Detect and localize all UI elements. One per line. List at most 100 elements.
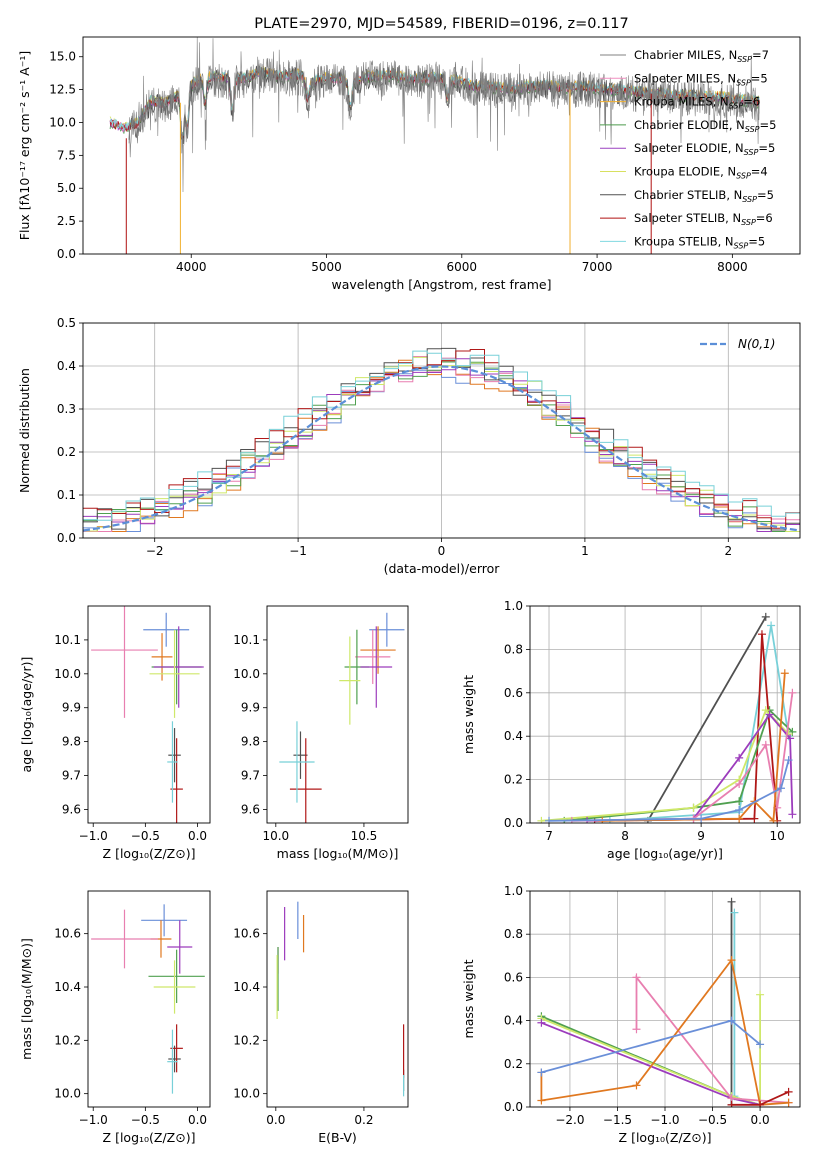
mass-weight-marker — [767, 621, 776, 630]
legend-suffix: =4 — [751, 165, 768, 179]
x-axis-label: (data-model)/error — [384, 561, 501, 576]
mass-weight-marker — [735, 753, 744, 762]
y-tick-label: 0.6 — [504, 970, 523, 984]
mass-weight-marker — [537, 1096, 546, 1105]
x-tick-label: −0.5 — [131, 829, 160, 843]
legend-label: Chabrier MILES, NSSP=7 — [634, 48, 769, 64]
mass-weight-marker — [727, 1016, 736, 1025]
legend-label: Chabrier STELIB, NSSP=5 — [634, 188, 774, 204]
mass-weight-marker — [784, 756, 793, 765]
mass-weight-marker — [735, 779, 744, 788]
y-tick-label: 9.8 — [62, 735, 81, 749]
plot-area — [83, 323, 800, 538]
y-tick-label: 10.0 — [233, 1087, 260, 1101]
legend-sub: SSP — [737, 55, 752, 64]
plot-area — [276, 901, 405, 1097]
legend-sub: SSP — [745, 125, 760, 134]
axes-frame — [82, 322, 801, 539]
histogram-model_red — [83, 349, 800, 529]
y-tick-label: 9.9 — [241, 701, 260, 715]
legend-label: N(0,1) — [738, 337, 775, 351]
x-tick-label: 0.2 — [354, 1113, 373, 1127]
y-tick-label: 10.2 — [233, 1033, 260, 1047]
y-tick-label: 9.7 — [62, 769, 81, 783]
y-tick-label: 10.4 — [54, 980, 81, 994]
chart-panel-2: −2 −1 0 1 2 0.0 0.1 0.2 0.3 0.4 0.5 (data-model)/er… — [17, 316, 801, 576]
gaussian-curve — [83, 365, 800, 532]
mass-weight-marker — [769, 816, 778, 823]
plot-area — [279, 612, 405, 823]
legend-suffix: =5 — [760, 118, 777, 132]
chart-panel-8: −2.0 −1.5 −1.0 −0.5 0.0 0.0 0.2 0.4 0.6 0.8 1.0 Z [… — [461, 884, 801, 1145]
legend-sub: SSP — [741, 218, 756, 227]
y-tick-label: 0.4 — [504, 729, 523, 743]
chart-panel-4: 10.0 10.5 9.6 9.7 9.8 9.9 10.0 10.1 mass [log₁₀(… — [233, 605, 409, 861]
mass-weight-line — [548, 759, 790, 822]
x-axis-label: E(B-V) — [318, 1130, 357, 1145]
y-tick-label: 9.8 — [241, 735, 260, 749]
x-tick-label: −1.0 — [79, 1113, 108, 1127]
legend-name: Salpeter MILES, N — [634, 71, 736, 85]
y-tick-label: 0.6 — [504, 686, 523, 700]
x-tick-label: 0.0 — [188, 829, 207, 843]
y-tick-label: 9.6 — [241, 802, 260, 816]
mass-weight-marker — [757, 630, 766, 639]
x-tick-label: 1 — [581, 544, 589, 558]
mass-weight-marker — [689, 803, 698, 812]
x-axis-label: Z [log₁₀(Z/Z⊙)] — [103, 846, 196, 861]
y-axis-label: age [log₁₀(age/yr)] — [19, 657, 34, 773]
y-tick-label: 12.5 — [49, 83, 76, 97]
x-tick-label: 0.0 — [751, 1113, 770, 1127]
axes-frame — [82, 36, 801, 255]
x-tick-label: 8000 — [717, 260, 748, 274]
mass-weight-marker — [750, 814, 759, 823]
mass-weight-line — [540, 957, 789, 1106]
chart-panel-1: 4000 5000 6000 7000 8000 0.0 2.5 5.0 7.5 10.0 12.5… — [17, 16, 801, 292]
y-tick-label: 0.2 — [504, 773, 523, 787]
mass-weight-marker — [784, 1098, 793, 1107]
legend-sub: SSP — [734, 241, 749, 250]
x-tick-label: 8 — [621, 829, 629, 843]
legend-label: Salpeter MILES, NSSP=5 — [634, 71, 768, 87]
y-tick-label: 0.0 — [504, 1100, 523, 1114]
x-tick-label: 10.0 — [262, 829, 289, 843]
legend-name: Chabrier ELODIE, N — [634, 118, 745, 132]
legend-name: Salpeter STELIB, N — [634, 211, 741, 225]
y-tick-label: 5.0 — [57, 181, 76, 195]
legend-label: Kroupa STELIB, NSSP=5 — [634, 234, 765, 250]
legend-name: Kroupa MILES, N — [634, 95, 729, 109]
x-tick-label: −1.0 — [650, 1113, 679, 1127]
histogram-model_cyan — [83, 350, 800, 521]
y-tick-label: 0.2 — [57, 445, 76, 459]
mass-weight-marker — [697, 814, 706, 823]
y-tick-label: 1.0 — [504, 599, 523, 613]
x-tick-label: 9 — [697, 829, 705, 843]
y-axis-label: mass weight — [461, 959, 476, 1038]
chart-panel-6: −1.0 −0.5 0.0 10.0 10.2 10.4 10.6 Z [log₁₀(Z/Z⊙… — [19, 890, 211, 1145]
x-axis-label: age [log₁₀(age/yr)] — [607, 846, 723, 861]
y-tick-label: 7.5 — [57, 148, 76, 162]
legend-suffix: =5 — [758, 141, 775, 155]
y-axis-label: mass [log₁₀(M/M⊙)] — [19, 938, 34, 1060]
chart-panel-7: 0.0 0.2 10.0 10.2 10.4 10.6 E(B-V) — [233, 890, 409, 1145]
mass-weight-marker — [788, 688, 797, 697]
legend-name: Kroupa ELODIE, N — [634, 165, 736, 179]
x-axis-label: mass [log₁₀(M/M⊙)] — [277, 846, 399, 861]
x-tick-label: −2.0 — [555, 1113, 584, 1127]
legend-name: Salpeter ELODIE, N — [634, 141, 744, 155]
y-tick-label: 0.5 — [57, 316, 76, 330]
x-axis-label: wavelength [Angstrom, rest frame] — [331, 277, 551, 292]
spectrum-chabrier_miles — [128, 37, 760, 193]
mass-weight-marker — [735, 814, 744, 823]
legend-sub: SSP — [742, 195, 757, 204]
y-tick-label: 1.0 — [504, 884, 523, 898]
mass-weight-marker — [537, 816, 546, 823]
y-tick-label: 0.0 — [57, 531, 76, 545]
legend-suffix: =5 — [757, 188, 774, 202]
plot-area — [530, 606, 800, 823]
mass-weight-marker — [786, 734, 795, 743]
histogram-model_dark — [83, 347, 800, 531]
x-tick-label: 10 — [770, 829, 785, 843]
x-axis-label: Z [log₁₀(Z/Z⊙)] — [619, 1130, 712, 1145]
